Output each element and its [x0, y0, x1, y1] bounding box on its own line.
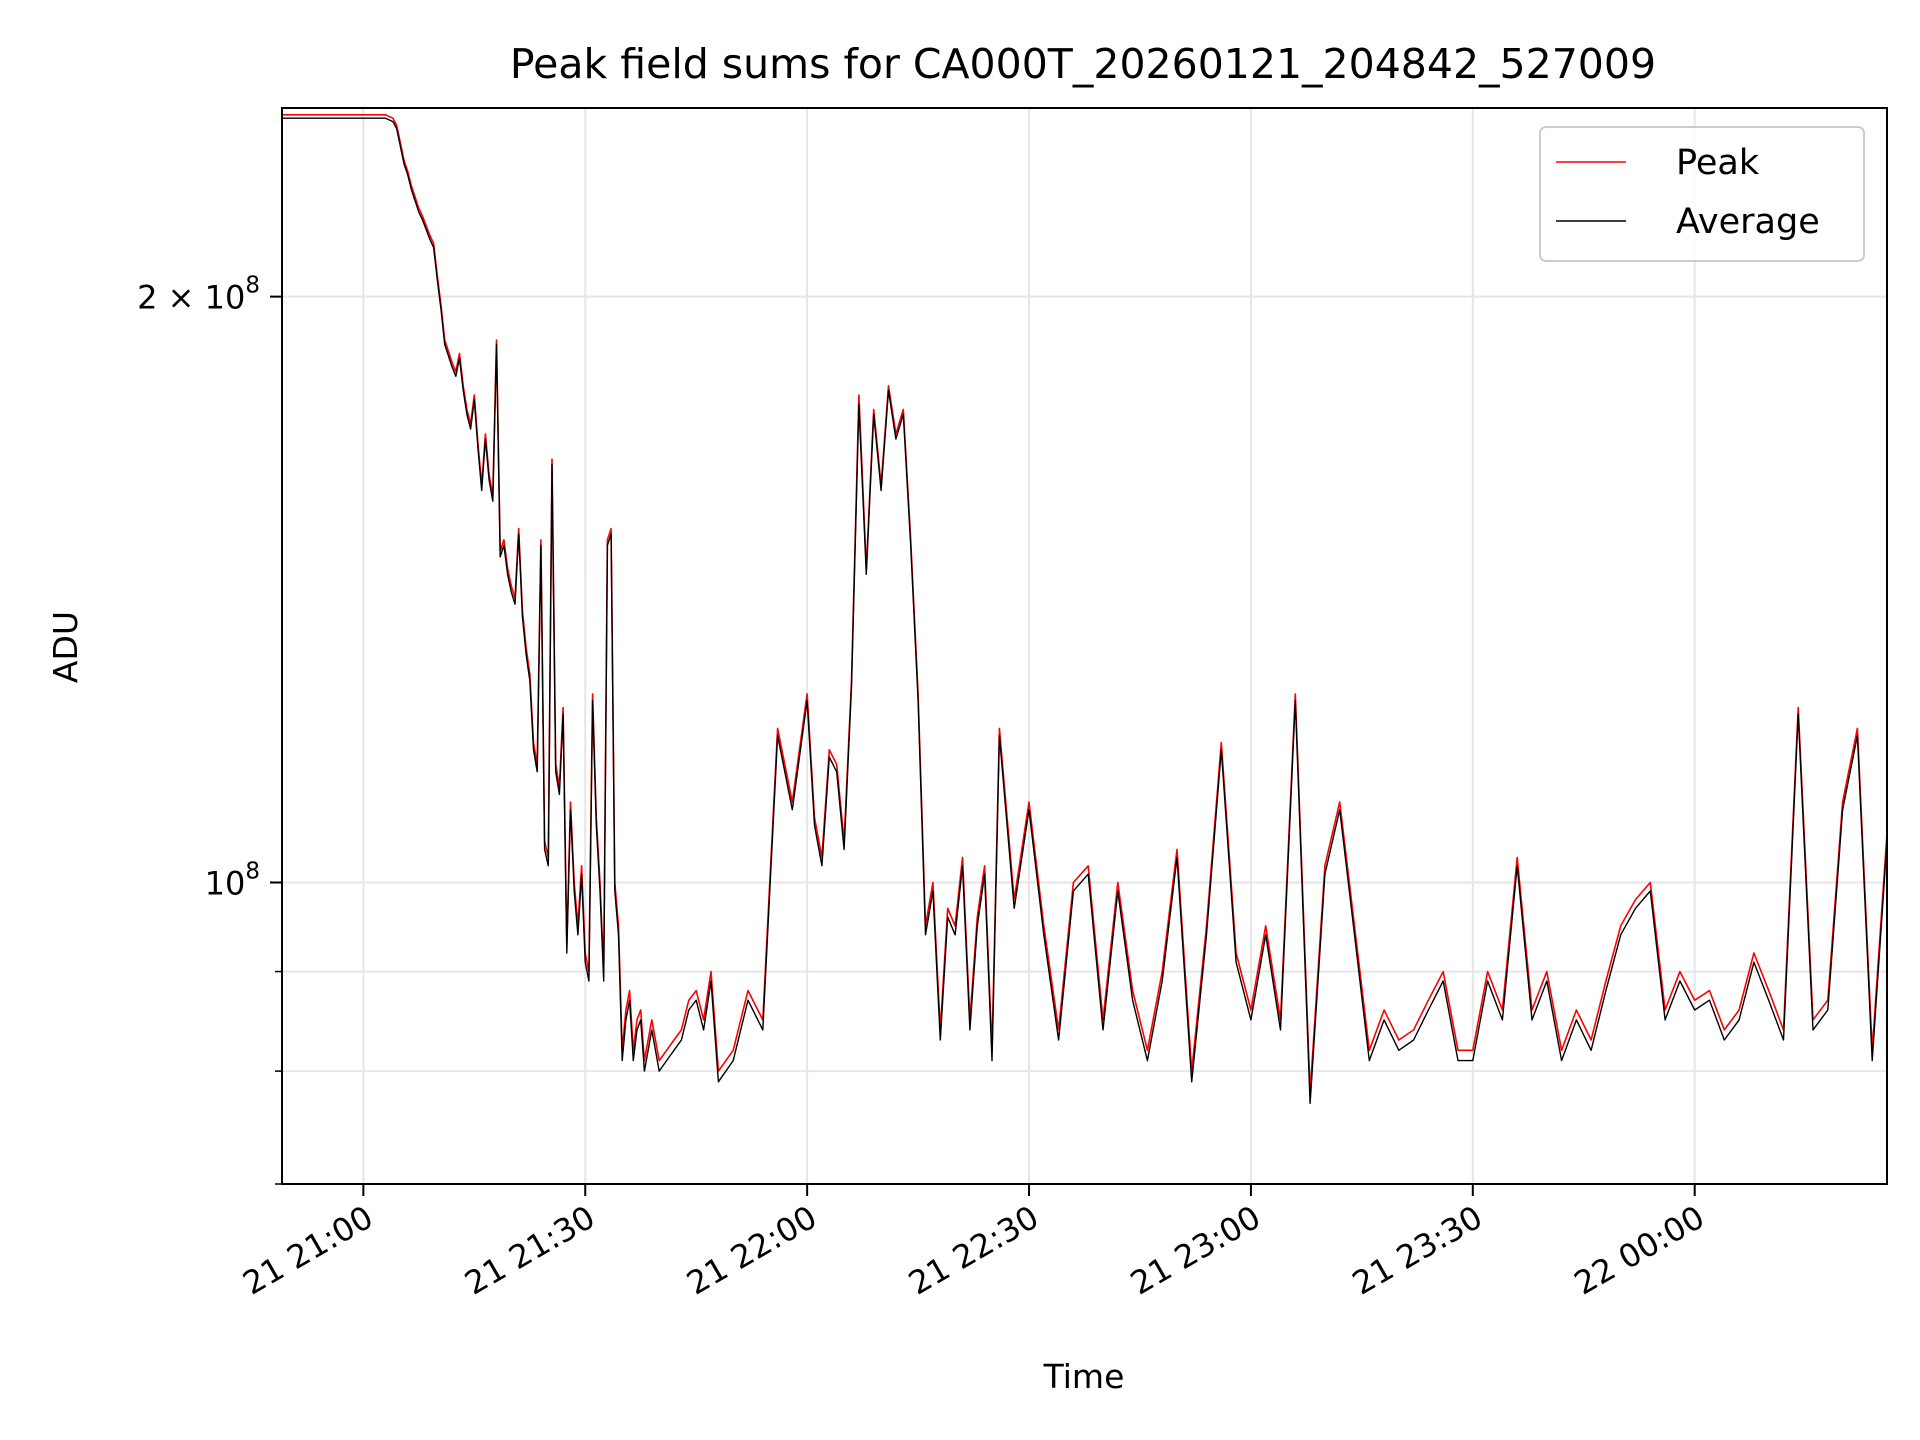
y-tick-label: 2 × 108	[137, 273, 260, 317]
chart-title: Peak field sums for CA000T_20260121_2048…	[510, 40, 1656, 88]
plot-frame	[281, 107, 1888, 1185]
x-axis-label: Time	[1043, 1357, 1125, 1396]
y-axis-label: ADU	[46, 611, 85, 683]
y-tick-base: 10	[205, 865, 246, 903]
legend-label-average: Average	[1676, 202, 1820, 242]
legend-label-peak: Peak	[1676, 143, 1760, 183]
y-tick-exponent: 8	[245, 273, 260, 299]
y-tick-exponent: 8	[245, 859, 260, 885]
legend-box	[1539, 126, 1865, 262]
series-line-average	[282, 117, 1887, 1105]
y-tick-base: 10	[205, 279, 246, 317]
y-tick-prefix: 2 ×	[137, 279, 205, 317]
legend: Peak Average	[1539, 126, 1865, 262]
series-layer	[282, 114, 1887, 1105]
y-tick-label: 108	[205, 859, 260, 903]
